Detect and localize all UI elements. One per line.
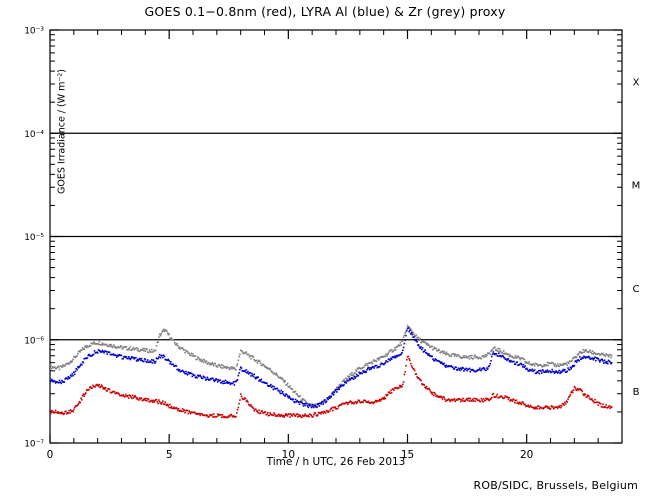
series-0 xyxy=(50,324,613,408)
y-tick-label: 10⁻⁵ xyxy=(24,233,44,243)
credit-text: ROB/SIDC, Brussels, Belgium xyxy=(473,479,638,492)
y-axis-label: GOES Irradiance / (W m⁻²) xyxy=(56,69,68,194)
y-tick-label: 10⁻⁴ xyxy=(24,130,44,140)
x-axis-label: Time / h UTC, 26 Feb 2013 xyxy=(266,456,406,468)
y-tick-label: 10⁻³ xyxy=(24,27,44,37)
series-1 xyxy=(50,327,613,409)
x-tick-label: 10 xyxy=(282,449,295,461)
x-tick-label: 20 xyxy=(520,449,533,461)
data-traces xyxy=(50,324,613,419)
flare-class-label-m: M xyxy=(632,181,641,192)
series-2 xyxy=(50,355,613,419)
x-tick-label: 5 xyxy=(166,449,173,461)
y-tick-label: 10⁻⁶ xyxy=(24,336,44,346)
y-tick-label: 10⁻⁷ xyxy=(24,440,44,450)
flare-class-label-b: B xyxy=(633,387,640,398)
flare-class-label-x: X xyxy=(633,77,640,88)
flare-class-label-c: C xyxy=(633,284,640,295)
x-tick-label: 15 xyxy=(401,449,414,461)
x-tick-label: 0 xyxy=(47,449,54,461)
chart-title: GOES 0.1−0.8nm (red), LYRA Al (blue) & Z… xyxy=(144,4,506,19)
